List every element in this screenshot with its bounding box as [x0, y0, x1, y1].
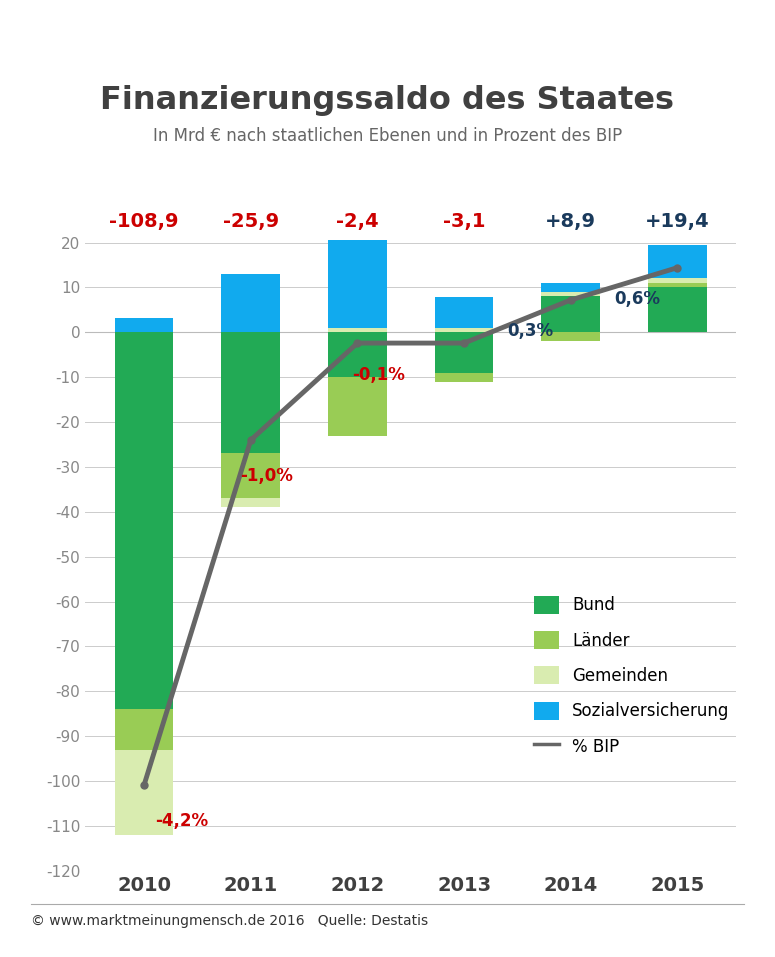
Bar [648, 245, 707, 278]
Bar [435, 328, 494, 332]
Text: +8,9: +8,9 [545, 212, 596, 232]
Bar [328, 377, 387, 435]
Bar [222, 274, 280, 332]
Bar [115, 319, 174, 332]
Text: -1,0%: -1,0% [240, 467, 293, 485]
Bar [648, 287, 707, 332]
Text: -25,9: -25,9 [222, 212, 279, 232]
Bar [648, 283, 707, 287]
Bar [328, 328, 387, 332]
Bar [542, 297, 600, 332]
Text: -3,1: -3,1 [443, 212, 485, 232]
Legend: Bund, Länder, Gemeinden, Sozialversicherung, % BIP: Bund, Länder, Gemeinden, Sozialversicher… [527, 589, 736, 763]
Bar [328, 240, 387, 328]
Bar [648, 278, 707, 283]
Bar [435, 297, 494, 328]
Bar [542, 332, 600, 342]
Bar [328, 332, 387, 377]
Bar [222, 499, 280, 507]
Bar [222, 332, 280, 454]
Text: In Mrd € nach staatlichen Ebenen und in Prozent des BIP: In Mrd € nach staatlichen Ebenen und in … [153, 127, 622, 145]
Bar [435, 372, 494, 382]
Text: -108,9: -108,9 [109, 212, 179, 232]
Text: 0,6%: 0,6% [614, 290, 660, 308]
Bar [542, 283, 600, 292]
Bar [222, 454, 280, 499]
Text: +19,4: +19,4 [645, 212, 710, 232]
Bar [435, 332, 494, 372]
Text: -4,2%: -4,2% [155, 812, 208, 830]
Text: Finanzierungssaldo des Staates: Finanzierungssaldo des Staates [101, 85, 674, 116]
Text: © www.marktmeinungmensch.de 2016   Quelle: Destatis: © www.marktmeinungmensch.de 2016 Quelle:… [31, 914, 428, 927]
Text: -0,1%: -0,1% [353, 366, 405, 384]
Bar [115, 709, 174, 749]
Bar [542, 292, 600, 297]
Bar [115, 332, 174, 709]
Text: -2,4: -2,4 [336, 212, 379, 232]
Text: 0,3%: 0,3% [507, 323, 553, 341]
Bar [115, 749, 174, 835]
